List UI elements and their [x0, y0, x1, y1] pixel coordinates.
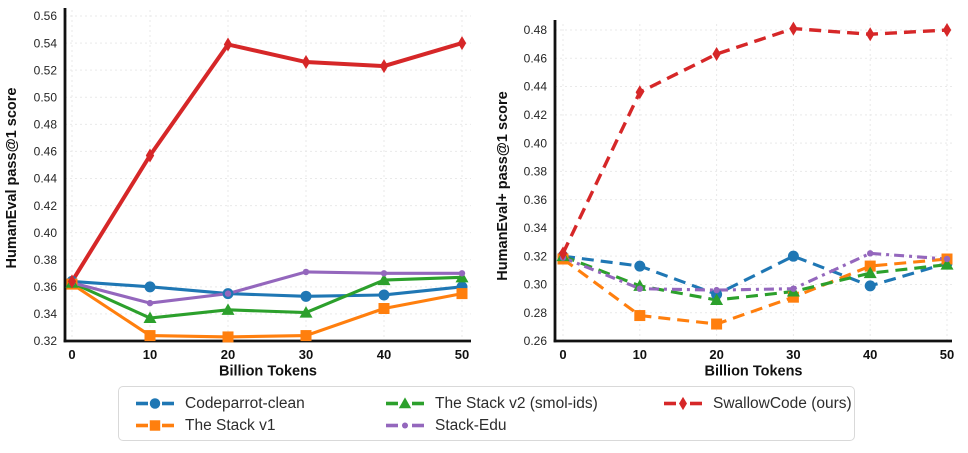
svg-text:30: 30	[786, 347, 800, 362]
svg-text:0.48: 0.48	[524, 23, 548, 37]
svg-text:0: 0	[68, 347, 75, 362]
svg-text:0.32: 0.32	[34, 334, 58, 348]
svg-text:0.40: 0.40	[524, 136, 548, 150]
svg-text:0.44: 0.44	[34, 172, 58, 186]
svg-text:0.54: 0.54	[34, 36, 58, 50]
svg-text:0.32: 0.32	[524, 249, 548, 263]
svg-text:30: 30	[299, 347, 313, 362]
svg-text:40: 40	[377, 347, 391, 362]
svg-text:0.52: 0.52	[34, 63, 58, 77]
svg-text:0.38: 0.38	[524, 165, 548, 179]
legend-item-swallowcode: SwallowCode (ours)	[663, 395, 852, 413]
stack-v2-line-icon	[386, 397, 424, 409]
svg-text:0.34: 0.34	[34, 307, 58, 321]
svg-text:0.26: 0.26	[524, 334, 548, 348]
svg-text:0.34: 0.34	[524, 221, 548, 235]
humaneval-pass1-chart: 0.32 0.34 0.36 0.38 0.40 0.42 0.44 0.46 0.48 0.50…	[4, 8, 471, 380]
legend-label: Stack-Edu	[435, 416, 507, 434]
swallowcode-line-icon	[664, 396, 702, 411]
legend-label: The Stack v1	[185, 416, 276, 434]
svg-text:0.46: 0.46	[34, 145, 58, 159]
svg-text:40: 40	[863, 347, 877, 362]
legend-item-codeparrot-clean: Codeparrot-clean	[135, 395, 385, 413]
legend-label: The Stack v2 (smol-ids)	[435, 394, 598, 412]
legend-item-stack-v2: The Stack v2 (smol-ids)	[385, 395, 663, 413]
svg-text:0.38: 0.38	[34, 253, 58, 267]
humaneval-plus-pass1-chart: 0.26 0.28 0.30 0.32 0.34 0.36 0.38 0.40 0.42 0.44…	[495, 20, 954, 380]
svg-text:20: 20	[709, 347, 723, 362]
svg-text:10: 10	[633, 347, 647, 362]
svg-text:0.40: 0.40	[34, 226, 58, 240]
svg-text:HumanEval+ pass@1 score: HumanEval+ pass@1 score	[495, 91, 511, 280]
svg-text:0.50: 0.50	[34, 90, 58, 104]
svg-text:50: 50	[940, 347, 954, 362]
svg-text:HumanEval pass@1 score: HumanEval pass@1 score	[4, 88, 20, 269]
svg-text:0.56: 0.56	[34, 9, 58, 23]
legend-label: SwallowCode (ours)	[713, 394, 852, 412]
svg-text:0.28: 0.28	[524, 306, 548, 320]
svg-text:Billion Tokens: Billion Tokens	[704, 364, 802, 380]
svg-text:0.36: 0.36	[524, 193, 548, 207]
legend-label: Codeparrot-clean	[185, 394, 305, 412]
svg-text:0.44: 0.44	[524, 80, 548, 94]
legend-item-stack-edu: Stack-Edu	[385, 417, 663, 435]
svg-text:0.30: 0.30	[524, 278, 548, 292]
svg-text:0.42: 0.42	[34, 199, 58, 213]
legend-item-stack-v1: The Stack v1	[135, 417, 385, 435]
svg-text:Billion Tokens: Billion Tokens	[219, 364, 317, 380]
svg-text:0.36: 0.36	[34, 280, 58, 294]
svg-text:0.42: 0.42	[524, 108, 548, 122]
svg-text:20: 20	[221, 347, 235, 362]
codeparrot-clean-line-icon	[136, 398, 174, 409]
legend: Codeparrot-clean The Stack v2 (smol-ids)…	[118, 386, 855, 441]
svg-text:0.48: 0.48	[34, 118, 58, 132]
svg-text:50: 50	[455, 347, 469, 362]
svg-text:0: 0	[559, 347, 566, 362]
stack-v1-line-icon	[136, 420, 174, 431]
stack-edu-line-icon	[386, 422, 424, 429]
svg-text:10: 10	[143, 347, 157, 362]
svg-text:0.46: 0.46	[524, 51, 548, 65]
